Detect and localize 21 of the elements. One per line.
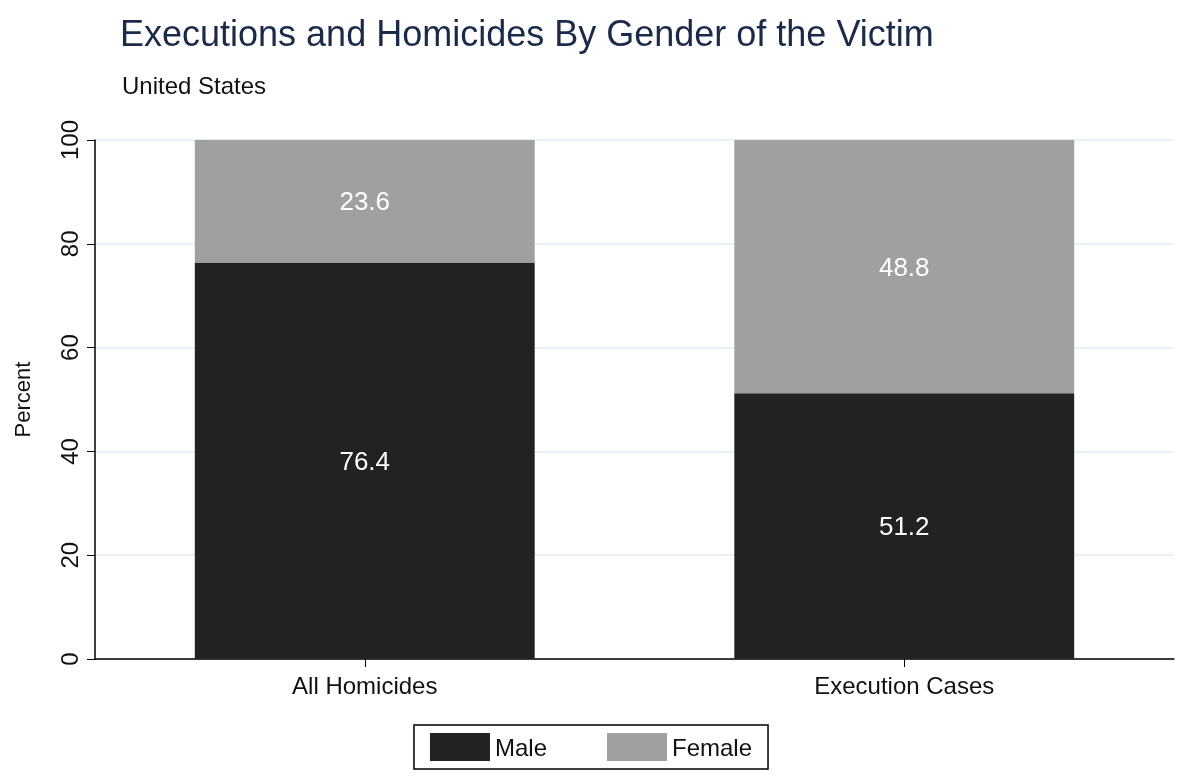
- chart-subtitle: United States: [122, 71, 267, 99]
- y-axis-title: Percent: [9, 361, 35, 438]
- legend-label: Male: [494, 733, 548, 761]
- x-tick-label: All Homicides: [292, 671, 438, 699]
- y-tick-label: 40: [55, 438, 83, 465]
- data-label: 48.8: [878, 251, 930, 282]
- data-label: 76.4: [339, 445, 391, 476]
- data-label: 23.6: [339, 186, 391, 217]
- bar: [194, 140, 535, 263]
- legend-label: Female: [672, 733, 753, 761]
- data-label: 51.2: [878, 511, 930, 542]
- bar: [734, 393, 1075, 659]
- y-tick-label: 0: [55, 652, 83, 666]
- bar: [734, 140, 1075, 394]
- y-tick-label: 100: [55, 119, 83, 161]
- y-tick-label: 20: [55, 541, 83, 569]
- x-tick-label: Execution Cases: [814, 671, 995, 699]
- y-tick-label: 80: [55, 230, 83, 258]
- chart-title: Executions and Homicides By Gender of the Victim: [120, 12, 934, 54]
- bar: [194, 262, 535, 659]
- y-tick-label: 60: [55, 334, 83, 361]
